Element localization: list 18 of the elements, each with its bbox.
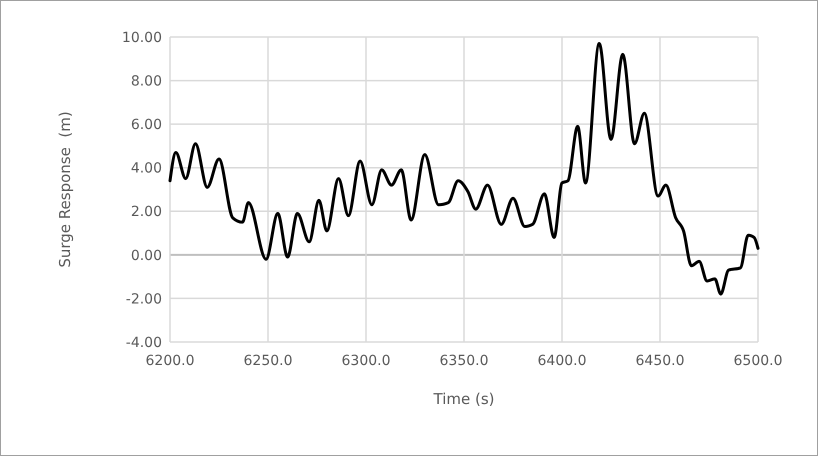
x-tick-label: 6300.0 (342, 353, 390, 369)
y-tick-label: 6.00 (130, 117, 162, 134)
x-tick-label: 6250.0 (244, 353, 292, 369)
y-axis-title: Surge Response (m) (56, 111, 74, 268)
y-tick-label: 8.00 (130, 73, 162, 90)
y-tick-label: 0.00 (130, 248, 162, 264)
y-tick-label: 2.00 (130, 204, 162, 220)
x-tick-label: 6450.0 (636, 353, 684, 369)
x-tick-label: 6500.0 (734, 353, 782, 369)
x-tick-label: 6350.0 (440, 353, 488, 369)
line-series (168, 42, 760, 296)
y-tick-label: 4.00 (130, 160, 162, 177)
y-tick-label: -2.00 (126, 291, 162, 308)
y-tick-label: -4.00 (126, 334, 162, 351)
x-axis-title: Time (s) (432, 390, 494, 408)
y-tick-label: 10.00 (122, 30, 162, 46)
x-tick-label: 6200.0 (146, 353, 194, 369)
x-tick-label: 6400.0 (538, 353, 586, 369)
